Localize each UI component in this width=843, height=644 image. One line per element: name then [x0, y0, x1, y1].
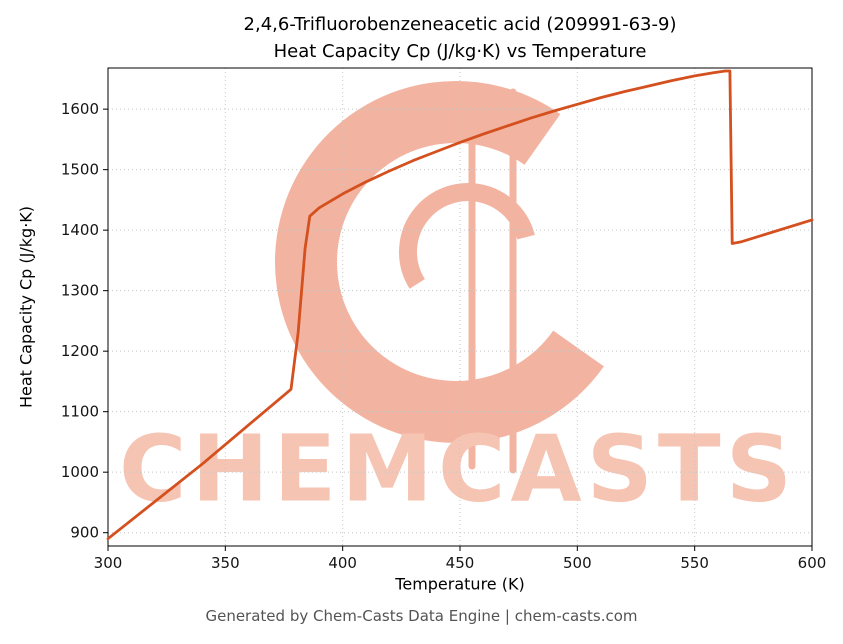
- watermark-inner-swirl: [399, 183, 537, 321]
- y-tick-label: 1500: [61, 161, 99, 179]
- footer-caption: Generated by Chem-Casts Data Engine | ch…: [205, 607, 638, 625]
- chart-title-line2: Heat Capacity Cp (J/kg·K) vs Temperature: [273, 41, 647, 62]
- chart-title-block: 2,4,6-Trifluorobenzeneacetic acid (20999…: [244, 11, 677, 65]
- y-tick-label: 1400: [61, 221, 99, 239]
- watermark-text: CHEMCASTS: [119, 415, 797, 523]
- chart-title-line1: 2,4,6-Trifluorobenzeneacetic acid (20999…: [243, 14, 677, 35]
- y-axis-label: Heat Capacity Cp (J/kg·K): [16, 205, 36, 409]
- x-tick-label: 550: [680, 554, 709, 572]
- x-tick-label: 350: [211, 554, 240, 572]
- y-tick-label: 900: [70, 524, 99, 542]
- y-tick-label: 1600: [61, 100, 99, 118]
- y-tick-label: 1200: [61, 342, 99, 360]
- x-tick-label: 400: [328, 554, 357, 572]
- x-tick-label: 500: [563, 554, 592, 572]
- y-tick-label: 1100: [61, 403, 99, 421]
- plot-border: [107, 67, 813, 547]
- watermark-c-ring: [275, 81, 637, 443]
- x-axis-label: Temperature (K): [395, 574, 525, 594]
- x-tick-label: 450: [446, 554, 475, 572]
- y-tick-label: 1300: [61, 282, 99, 300]
- y-tick-label: 1000: [61, 463, 99, 481]
- cp-series-line: [106, 69, 814, 541]
- x-tick-label: 600: [798, 554, 827, 572]
- x-tick-label: 300: [94, 554, 123, 572]
